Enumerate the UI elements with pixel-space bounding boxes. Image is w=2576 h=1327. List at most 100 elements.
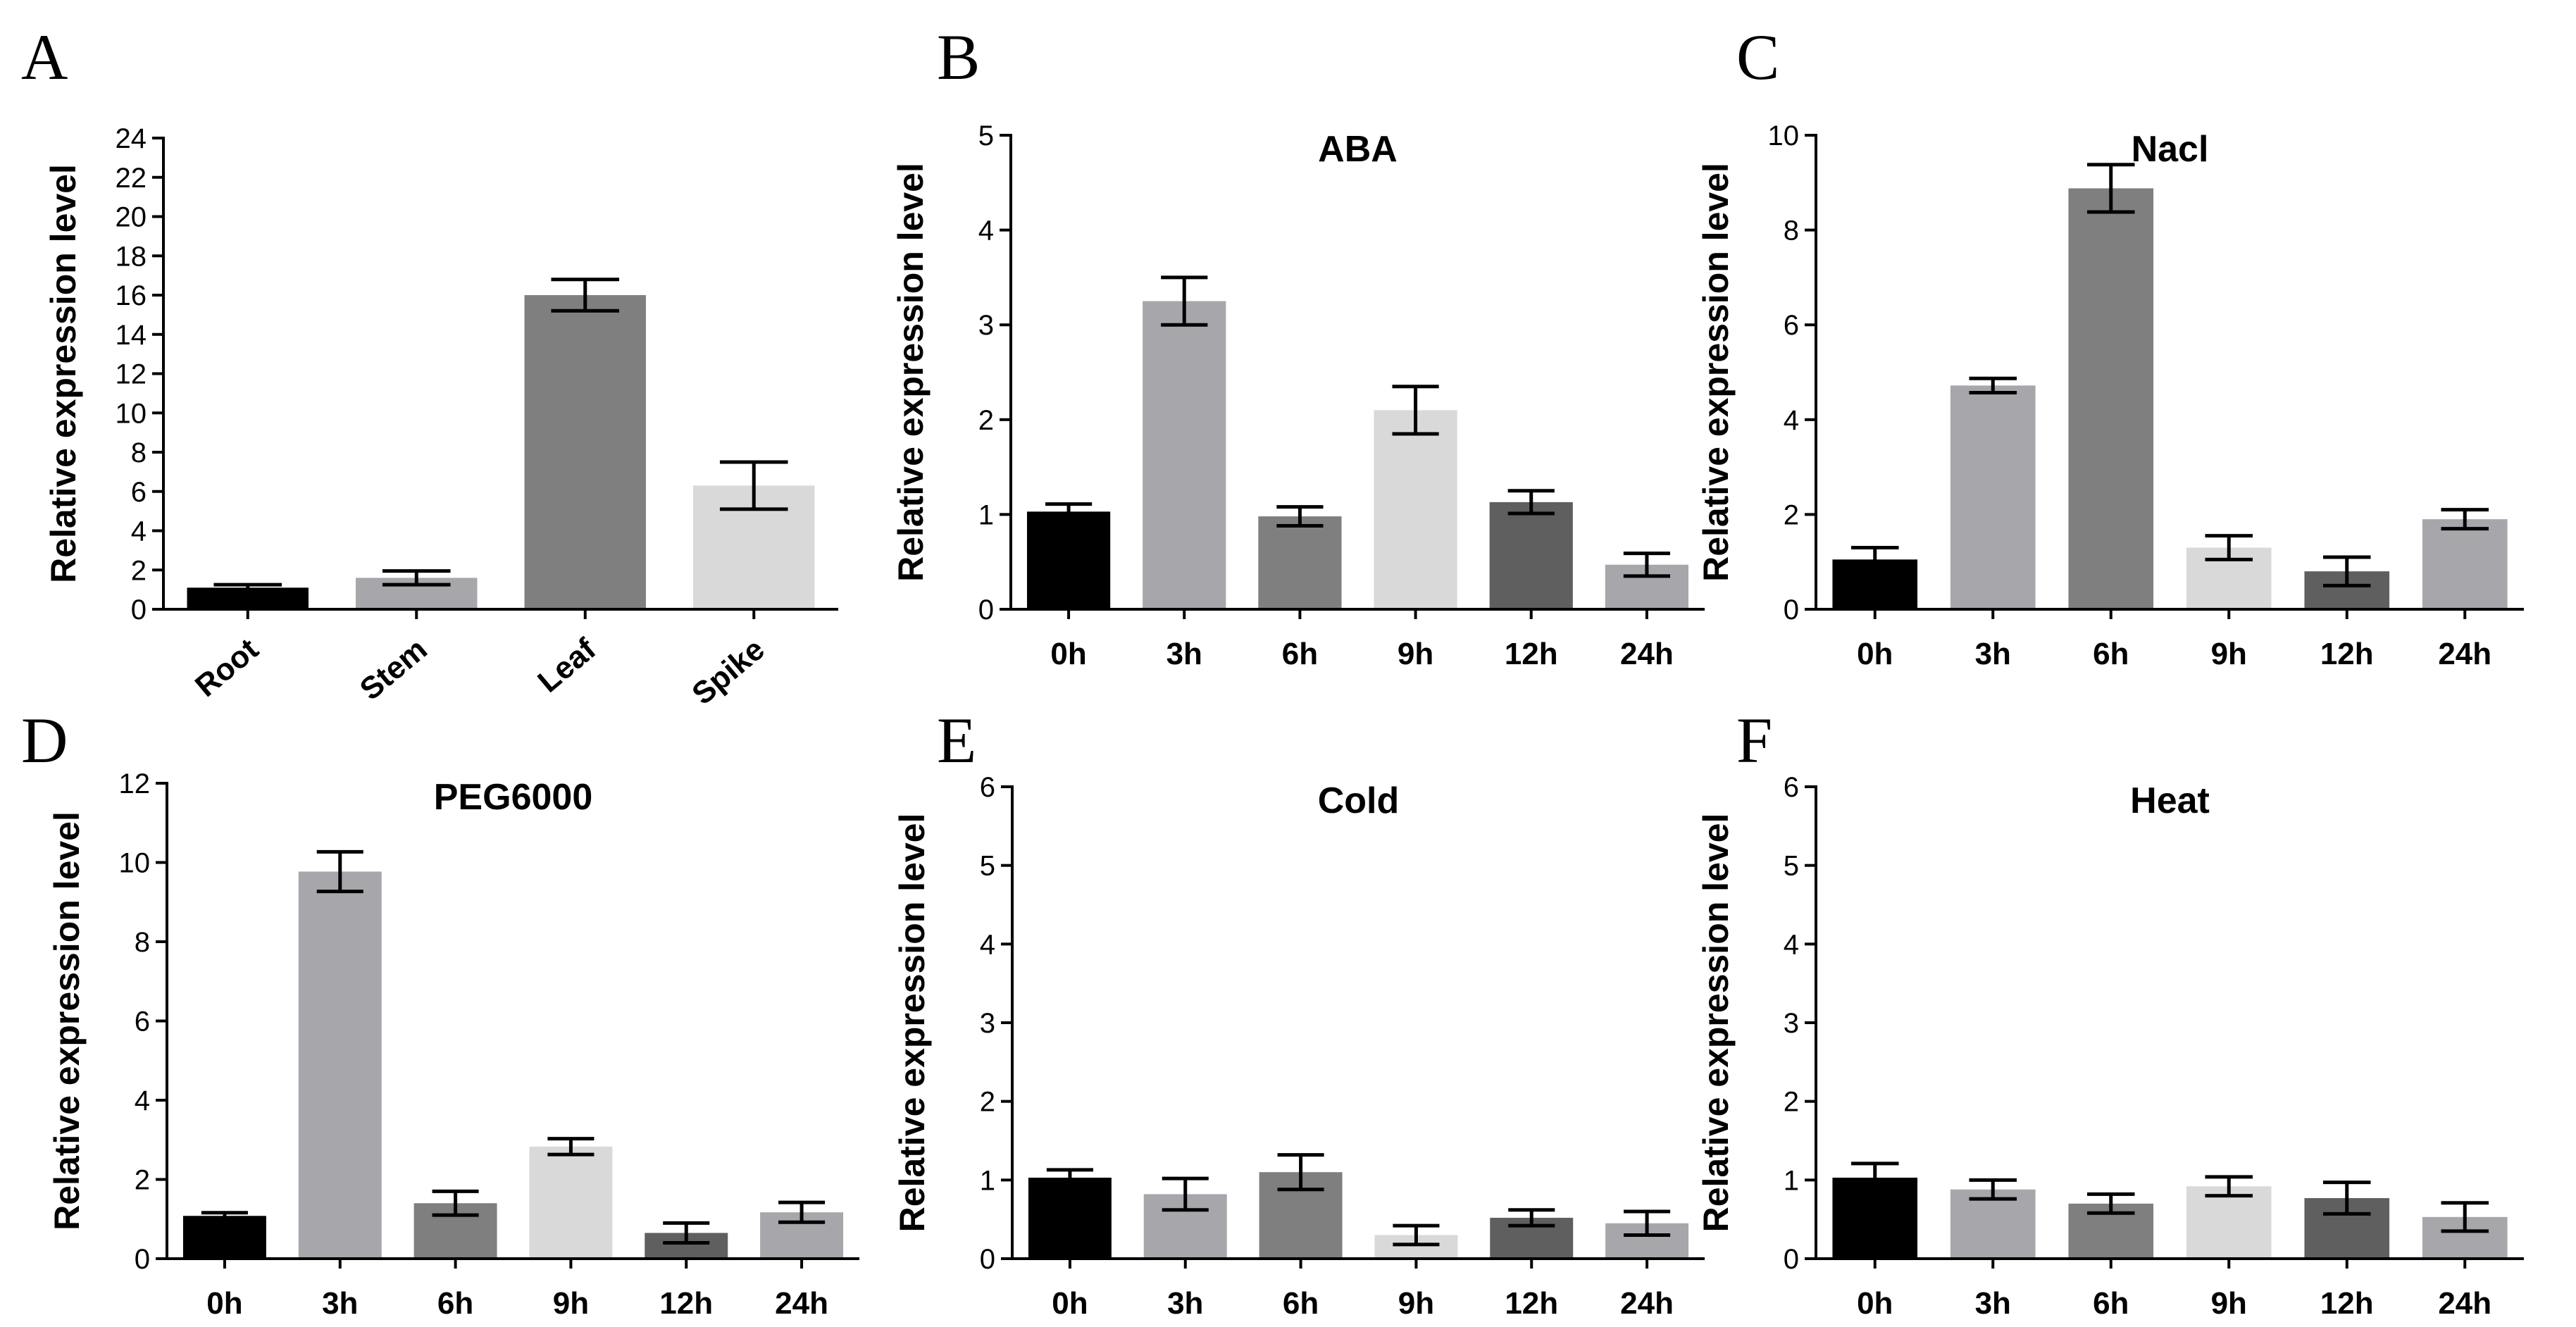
error-bar: [1624, 1209, 1671, 1237]
x-tick-label: 12h: [2320, 1286, 2374, 1321]
y-tick-label: 4: [1784, 929, 1799, 960]
x-tick-label: 24h: [2438, 637, 2491, 671]
panel-label: C: [1736, 21, 1779, 93]
panel-label: E: [937, 704, 976, 776]
y-tick-label: 4: [135, 1085, 150, 1116]
x-tick-label: Leaf: [531, 632, 602, 699]
y-axis-label: Relative expression level: [47, 811, 87, 1231]
bar-24h: [2422, 519, 2508, 609]
chart-title: ABA: [1318, 129, 1398, 170]
y-tick-label: 6: [131, 477, 147, 508]
x-tick-label: 6h: [2093, 637, 2129, 671]
error-bar: [1508, 1208, 1555, 1228]
y-tick-label: 12: [116, 359, 147, 390]
error-bar: [1507, 489, 1555, 516]
bar-leaf: [524, 295, 646, 609]
y-tick-label: 2: [131, 555, 147, 586]
bar-9h: [529, 1146, 613, 1259]
bar-0h: [1026, 511, 1111, 609]
bar-0h: [182, 1216, 266, 1259]
y-tick-label: 12: [119, 768, 151, 799]
y-tick-label: 4: [978, 216, 994, 247]
error-bar: [551, 278, 620, 313]
error-bar: [2322, 555, 2371, 587]
error-bar: [1162, 1176, 1209, 1212]
x-tick-label: 24h: [2438, 1286, 2491, 1321]
y-tick-label: 2: [1784, 499, 1799, 530]
error-bar: [1850, 546, 1899, 573]
x-tick-label: 9h: [553, 1286, 589, 1321]
error-bar: [1392, 385, 1439, 436]
error-bar: [1277, 1153, 1324, 1192]
x-tick-label: Spike: [685, 632, 771, 711]
x-tick-label: 6h: [1283, 1286, 1319, 1321]
x-tick-label: 3h: [1167, 1286, 1203, 1321]
chart-title: Nacl: [2132, 129, 2209, 170]
error-bar: [2322, 1180, 2371, 1216]
error-bar: [316, 849, 363, 894]
panel-b: B ABA Relative expression level 0h 3h 6h 9h 12h…: [891, 21, 1705, 671]
y-tick-label: 1: [1784, 1165, 1799, 1196]
y-tick-label: 1: [980, 1165, 995, 1196]
x-tick-label: 0h: [1857, 637, 1893, 671]
x-tick-label: 0h: [206, 1286, 242, 1321]
x-tick-label: 24h: [775, 1286, 828, 1321]
x-tick-label: Root: [189, 632, 266, 704]
y-tick-label: 0: [978, 594, 994, 625]
error-bar: [2205, 534, 2253, 561]
bar-9h: [2186, 1186, 2272, 1259]
y-tick-label: 14: [116, 320, 147, 351]
panel-a: A Relative expression level Root Stem Leaf Sp…: [21, 21, 838, 711]
y-tick-label: 0: [1784, 1244, 1799, 1275]
error-bar: [547, 1137, 595, 1157]
y-tick-label: 24: [116, 123, 147, 154]
y-tick-label: 8: [135, 927, 150, 958]
x-tick-label: 12h: [1505, 1286, 1558, 1321]
x-tick-label: 12h: [1505, 637, 1558, 671]
panel-label: A: [21, 21, 68, 93]
error-bar: [2205, 1175, 2253, 1198]
y-tick-label: 6: [980, 772, 995, 803]
y-tick-label: 6: [1784, 310, 1799, 341]
error-bar: [201, 1211, 248, 1221]
y-tick-label: 16: [116, 280, 147, 311]
x-tick-label: 3h: [1975, 637, 2011, 671]
error-bar: [1623, 552, 1671, 578]
error-bar: [1045, 502, 1093, 521]
y-tick-label: 4: [1784, 405, 1799, 436]
panel-label: B: [937, 21, 980, 93]
error-bar: [778, 1200, 826, 1224]
error-bar: [1969, 1178, 2017, 1201]
x-tick-label: 3h: [1166, 637, 1202, 671]
error-bar: [1276, 505, 1324, 528]
y-tick-label: 2: [1784, 1087, 1799, 1118]
error-bar: [2441, 1201, 2489, 1233]
x-tick-label: 6h: [1282, 637, 1318, 671]
x-tick-label: 3h: [1975, 1286, 2011, 1321]
panel-c: C Nacl Relative expression level 0h 3h 6h 9h 12…: [1696, 21, 2524, 671]
y-tick-label: 3: [978, 310, 994, 341]
y-tick-label: 8: [131, 437, 147, 468]
error-bar: [1161, 275, 1208, 327]
x-tick-label: 6h: [437, 1286, 473, 1321]
x-tick-label: 12h: [2320, 637, 2374, 671]
y-axis-label: Relative expression level: [892, 814, 932, 1233]
y-tick-label: 0: [1784, 594, 1799, 625]
x-tick-label: 0h: [1857, 1286, 1893, 1321]
x-tick-label: 9h: [2211, 1286, 2247, 1321]
bar-3h: [1143, 301, 1226, 609]
error-bar: [663, 1221, 710, 1245]
x-tick-label: 6h: [2093, 1286, 2129, 1321]
x-tick-label: 0h: [1052, 1286, 1088, 1321]
y-axis-label: Relative expression level: [891, 163, 931, 582]
y-tick-label: 1: [978, 499, 994, 530]
y-tick-label: 22: [116, 163, 147, 194]
y-tick-label: 0: [980, 1244, 995, 1275]
chart-title: Heat: [2130, 780, 2210, 821]
panel-d: D PEG6000 Relative expression level 0h 3h 6h 9…: [21, 704, 859, 1321]
error-bar: [382, 569, 451, 587]
x-tick-label: 9h: [2211, 637, 2247, 671]
